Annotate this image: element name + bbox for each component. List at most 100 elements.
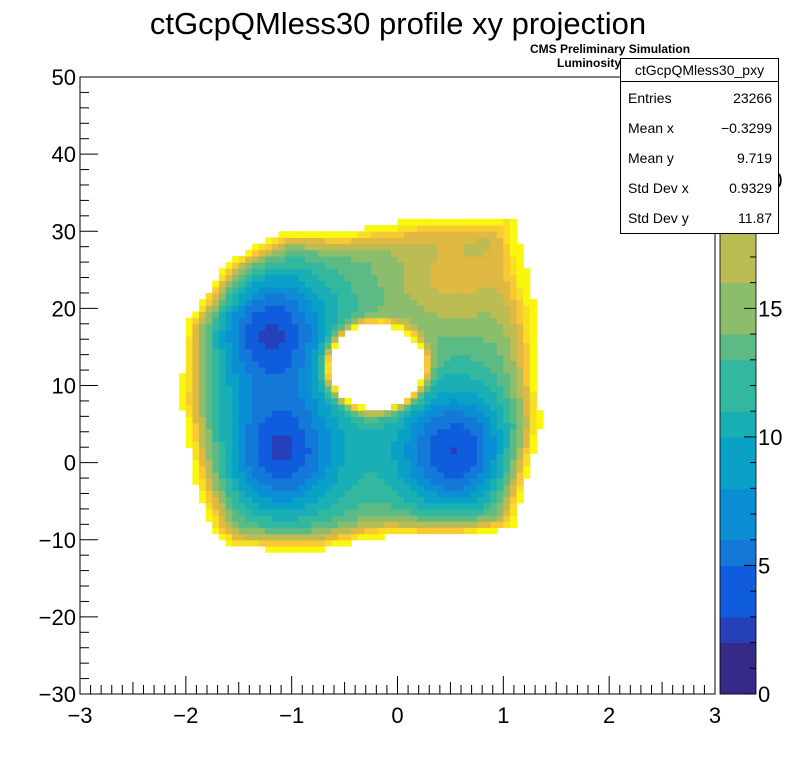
heatmap-cell bbox=[271, 397, 280, 405]
heatmap-cell bbox=[278, 286, 286, 294]
heatmap-cell bbox=[463, 441, 471, 448]
heatmap-cell bbox=[371, 274, 379, 282]
heatmap-cell bbox=[437, 274, 445, 282]
heatmap-cell bbox=[516, 262, 524, 269]
heatmap-cell bbox=[311, 416, 319, 424]
heatmap-cell bbox=[199, 416, 207, 424]
heatmap-cell bbox=[344, 465, 352, 473]
heatmap-cell bbox=[503, 459, 511, 467]
heatmap-cell bbox=[397, 508, 405, 516]
heatmap-cell bbox=[423, 268, 432, 276]
heatmap-cell bbox=[443, 299, 452, 306]
heatmap-cell bbox=[285, 385, 293, 393]
heatmap-cell bbox=[258, 366, 266, 374]
heatmap-cell bbox=[304, 366, 313, 374]
heatmap-cell bbox=[437, 225, 445, 232]
heatmap-cell bbox=[298, 484, 306, 491]
heatmap-cell bbox=[364, 496, 372, 504]
heatmap-cell bbox=[463, 422, 471, 430]
heatmap-cell bbox=[251, 441, 260, 448]
heatmap-cell bbox=[238, 317, 246, 325]
heatmap-cell bbox=[516, 478, 524, 485]
heatmap-cell bbox=[278, 299, 286, 306]
heatmap-cell bbox=[324, 336, 332, 343]
heatmap-cell bbox=[476, 336, 485, 343]
heatmap-cell bbox=[318, 533, 326, 541]
heatmap-cell bbox=[337, 404, 346, 411]
heatmap-cell bbox=[364, 527, 372, 535]
heatmap-cell bbox=[496, 299, 504, 306]
heatmap-cell bbox=[225, 336, 233, 343]
heatmap-cell bbox=[311, 243, 319, 251]
heatmap-cell bbox=[304, 317, 313, 325]
heatmap-cell bbox=[285, 410, 293, 417]
heatmap-cell bbox=[384, 286, 392, 294]
heatmap-cell bbox=[285, 496, 293, 504]
heatmap-cell bbox=[324, 354, 332, 362]
heatmap-cell bbox=[496, 243, 504, 251]
heatmap-cell bbox=[410, 280, 418, 288]
heatmap-cell bbox=[430, 484, 438, 491]
heatmap-cell bbox=[423, 280, 432, 288]
heatmap-cell bbox=[463, 397, 471, 405]
heatmap-cell bbox=[344, 305, 352, 313]
heatmap-cell bbox=[311, 459, 319, 467]
heatmap-cell bbox=[483, 218, 491, 226]
heatmap-cell bbox=[417, 280, 425, 288]
heatmap-cell bbox=[377, 508, 385, 516]
y-tick-label: 20 bbox=[52, 296, 76, 321]
heatmap-cell bbox=[258, 336, 266, 343]
y-tick-label: −30 bbox=[39, 682, 76, 707]
heatmap-cell bbox=[523, 434, 531, 442]
heatmap-cell bbox=[278, 471, 286, 479]
heatmap-cell bbox=[423, 515, 432, 522]
heatmap-cell bbox=[404, 280, 412, 288]
heatmap-cell bbox=[410, 299, 418, 306]
heatmap-cell bbox=[490, 459, 498, 467]
heatmap-cell bbox=[218, 354, 227, 362]
heatmap-cell bbox=[324, 508, 332, 516]
heatmap-cell bbox=[384, 274, 392, 282]
heatmap-cell bbox=[351, 311, 359, 319]
heatmap-cell bbox=[351, 428, 359, 436]
heatmap-cell bbox=[271, 360, 280, 368]
stats-value: −0.3299 bbox=[721, 120, 772, 136]
heatmap-cell bbox=[311, 545, 319, 553]
heatmap-cell bbox=[443, 311, 452, 319]
heatmap-cell bbox=[271, 441, 280, 448]
heatmap-cell bbox=[503, 329, 511, 337]
heatmap-cell bbox=[251, 262, 260, 269]
heatmap-cell bbox=[390, 521, 399, 529]
colorbar-segment bbox=[720, 359, 756, 386]
heatmap-cell bbox=[298, 237, 306, 245]
heatmap-cell bbox=[344, 237, 352, 245]
heatmap-cell bbox=[218, 441, 227, 448]
heatmap-cell bbox=[225, 366, 233, 374]
heatmap-cell bbox=[417, 508, 425, 516]
heatmap-cell bbox=[364, 422, 372, 430]
heatmap-cell bbox=[285, 533, 293, 541]
heatmap-cell bbox=[344, 434, 352, 442]
heatmap-cell bbox=[476, 484, 485, 491]
heatmap-cell bbox=[357, 441, 366, 448]
heatmap-cell bbox=[199, 496, 207, 504]
heatmap-cell bbox=[430, 218, 438, 226]
heatmap-cell bbox=[318, 484, 326, 491]
heatmap-cell bbox=[212, 478, 220, 485]
heatmap-cell bbox=[397, 441, 405, 448]
heatmap-cell bbox=[271, 490, 280, 498]
heatmap-cell bbox=[443, 428, 452, 436]
heatmap-cell bbox=[344, 521, 352, 529]
heatmap-cell bbox=[516, 336, 524, 343]
colorbar-segment bbox=[720, 488, 756, 515]
heatmap-cell bbox=[483, 237, 491, 245]
heatmap-cell bbox=[265, 292, 273, 300]
heatmap-cell bbox=[397, 262, 405, 269]
heatmap-cell bbox=[245, 323, 253, 331]
heatmap-cell bbox=[496, 404, 504, 411]
heatmap-cell bbox=[238, 311, 246, 319]
heatmap-cell bbox=[397, 447, 405, 454]
heatmap-cell bbox=[490, 243, 498, 251]
heatmap-cell bbox=[377, 496, 385, 504]
